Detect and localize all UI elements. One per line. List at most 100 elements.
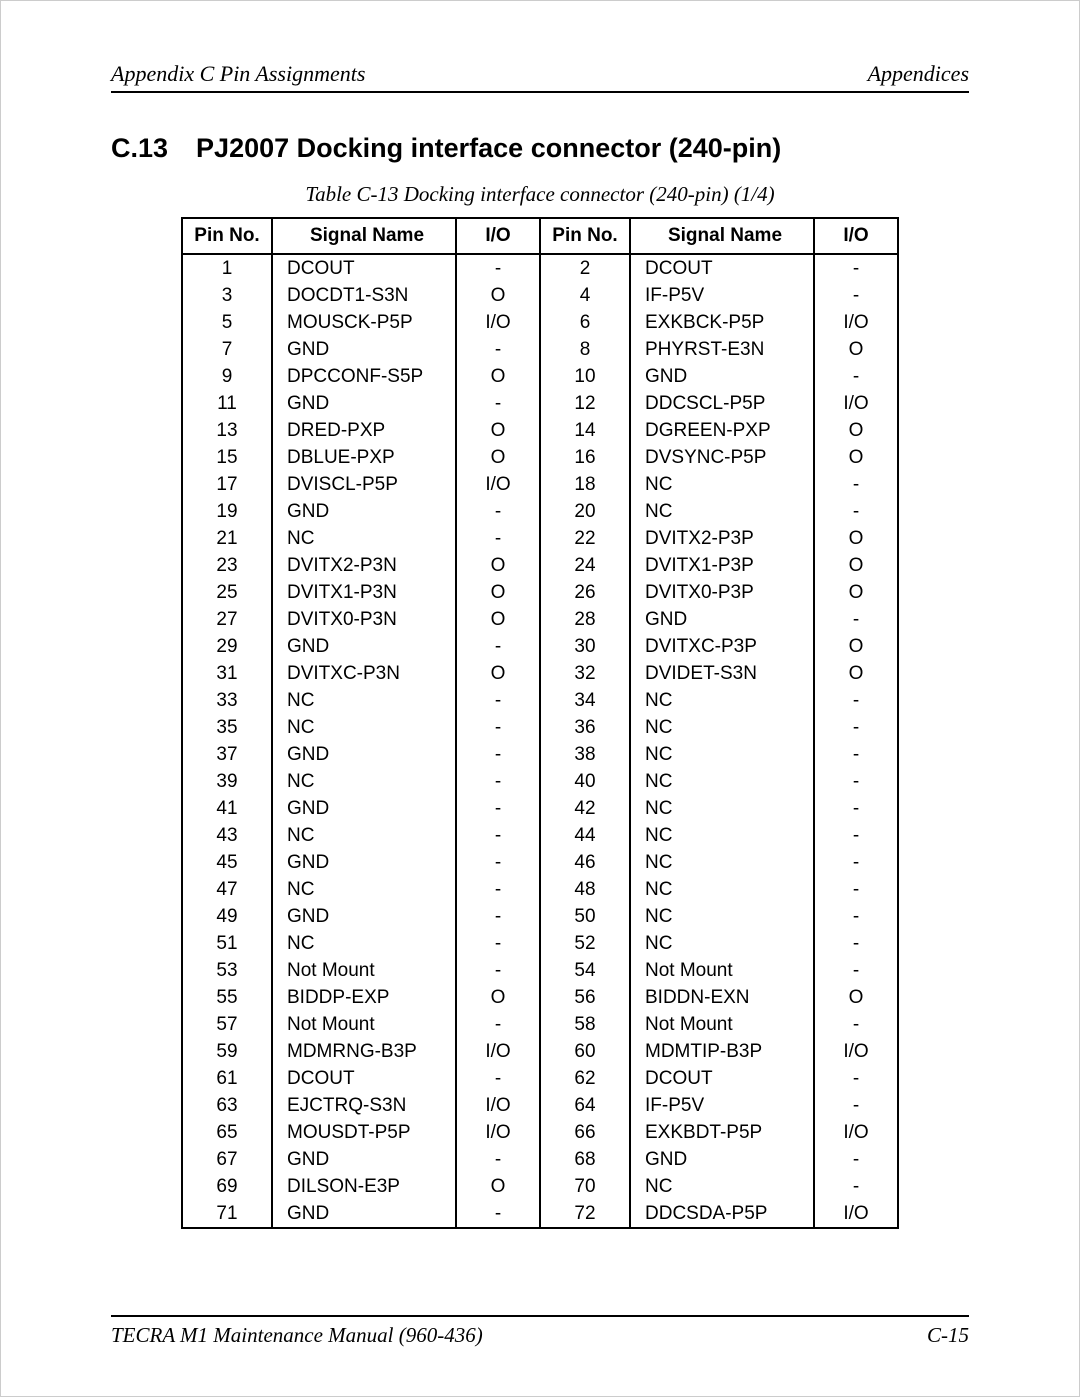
table-cell: DBLUE-PXP [272, 444, 456, 471]
table-cell: EXKBCK-P5P [630, 309, 814, 336]
table-cell: DVITXC-P3P [630, 633, 814, 660]
table-cell: - [814, 687, 898, 714]
table-cell: DPCCONF-S5P [272, 363, 456, 390]
table-cell: O [814, 633, 898, 660]
table-cell: IF-P5V [630, 1092, 814, 1119]
table-cell: I/O [814, 1038, 898, 1065]
table-cell: GND [272, 336, 456, 363]
running-footer: TECRA M1 Maintenance Manual (960-436) C-… [111, 1315, 969, 1348]
table-row: 23DVITX2-P3NO24DVITX1-P3PO [182, 552, 898, 579]
table-cell: 13 [182, 417, 272, 444]
table-cell: DDCSCL-P5P [630, 390, 814, 417]
table-cell: 24 [540, 552, 630, 579]
table-cell: BIDDN-EXN [630, 984, 814, 1011]
table-cell: GND [630, 1146, 814, 1173]
table-cell: MDMTIP-B3P [630, 1038, 814, 1065]
table-cell: 71 [182, 1200, 272, 1228]
table-cell: 12 [540, 390, 630, 417]
table-cell: Not Mount [272, 957, 456, 984]
table-cell: 38 [540, 741, 630, 768]
table-cell: 21 [182, 525, 272, 552]
table-row: 41GND-42NC- [182, 795, 898, 822]
table-row: 67GND-68GND- [182, 1146, 898, 1173]
table-cell: - [814, 849, 898, 876]
table-row: 7GND-8PHYRST-E3NO [182, 336, 898, 363]
table-cell: NC [630, 903, 814, 930]
table-cell: - [814, 1146, 898, 1173]
table-cell: - [814, 876, 898, 903]
table-cell: 35 [182, 714, 272, 741]
table-cell: O [456, 417, 540, 444]
table-cell: DDCSDA-P5P [630, 1200, 814, 1228]
table-cell: 8 [540, 336, 630, 363]
table-cell: 67 [182, 1146, 272, 1173]
table-cell: - [814, 768, 898, 795]
table-cell: - [814, 822, 898, 849]
table-cell: - [456, 633, 540, 660]
table-head: Pin No.Signal NameI/OPin No.Signal NameI… [182, 218, 898, 254]
table-cell: DVITX0-P3P [630, 579, 814, 606]
table-cell: I/O [814, 309, 898, 336]
table-cell: MOUSDT-P5P [272, 1119, 456, 1146]
table-row: 51NC-52NC- [182, 930, 898, 957]
table-cell: - [814, 498, 898, 525]
table-cell: GND [272, 390, 456, 417]
table-cell: DVITX1-P3N [272, 579, 456, 606]
section-title: PJ2007 Docking interface connector (240-… [196, 133, 781, 163]
table-row: 53Not Mount-54Not Mount- [182, 957, 898, 984]
table-cell: DRED-PXP [272, 417, 456, 444]
table-cell: 15 [182, 444, 272, 471]
table-cell: GND [272, 633, 456, 660]
table-cell: DVITX2-P3P [630, 525, 814, 552]
table-cell: O [814, 984, 898, 1011]
table-cell: NC [272, 822, 456, 849]
table-row: 25DVITX1-P3NO26DVITX0-P3PO [182, 579, 898, 606]
section-number: C.13 [111, 133, 168, 163]
table-cell: NC [630, 687, 814, 714]
table-cell: O [814, 336, 898, 363]
column-header: Signal Name [272, 218, 456, 254]
table-row: 49GND-50NC- [182, 903, 898, 930]
table-cell: 23 [182, 552, 272, 579]
table-cell: 17 [182, 471, 272, 498]
table-cell: - [814, 714, 898, 741]
table-row: 43NC-44NC- [182, 822, 898, 849]
table-cell: NC [272, 687, 456, 714]
column-header: Pin No. [182, 218, 272, 254]
table-cell: NC [272, 525, 456, 552]
table-cell: - [456, 876, 540, 903]
table-cell: 30 [540, 633, 630, 660]
table-cell: MDMRNG-B3P [272, 1038, 456, 1065]
table-cell: 46 [540, 849, 630, 876]
table-cell: DVITX1-P3P [630, 552, 814, 579]
table-cell: - [814, 957, 898, 984]
table-cell: EJCTRQ-S3N [272, 1092, 456, 1119]
table-cell: 39 [182, 768, 272, 795]
table-cell: 6 [540, 309, 630, 336]
table-cell: O [456, 606, 540, 633]
table-cell: NC [630, 768, 814, 795]
table-row: 63EJCTRQ-S3NI/O64IF-P5V- [182, 1092, 898, 1119]
table-row: 15DBLUE-PXPO16DVSYNC-P5PO [182, 444, 898, 471]
table-cell: NC [630, 795, 814, 822]
table-cell: 18 [540, 471, 630, 498]
table-cell: O [456, 444, 540, 471]
table-cell: - [456, 903, 540, 930]
table-row: 1DCOUT-2DCOUT- [182, 254, 898, 282]
table-cell: - [456, 930, 540, 957]
table-cell: - [814, 363, 898, 390]
table-cell: 28 [540, 606, 630, 633]
table-row: 69DILSON-E3PO70NC- [182, 1173, 898, 1200]
table-row: 47NC-48NC- [182, 876, 898, 903]
table-cell: 42 [540, 795, 630, 822]
table-cell: NC [272, 714, 456, 741]
table-cell: Not Mount [272, 1011, 456, 1038]
table-cell: O [456, 282, 540, 309]
table-cell: 45 [182, 849, 272, 876]
table-cell: 40 [540, 768, 630, 795]
table-cell: 57 [182, 1011, 272, 1038]
table-cell: 62 [540, 1065, 630, 1092]
table-cell: 11 [182, 390, 272, 417]
table-row: 11GND-12DDCSCL-P5PI/O [182, 390, 898, 417]
table-cell: 48 [540, 876, 630, 903]
